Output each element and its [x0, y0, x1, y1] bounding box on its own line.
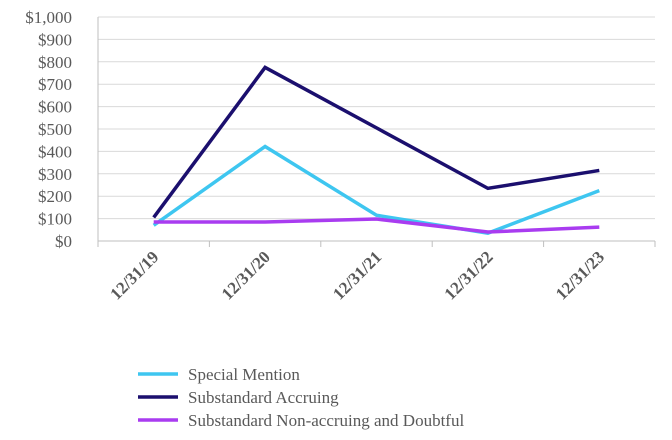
- legend: Special Mention Substandard Accruing Subst…: [138, 365, 464, 430]
- y-tick-labels: $0 $100 $200 $300 $400 $500 $600 $700 $800 $900 $1…: [25, 8, 72, 251]
- legend-label-2: Substandard Non-accruing and Doubtful: [188, 411, 464, 430]
- y-tick-label: $300: [38, 165, 72, 184]
- x-tick-labels: 12/31/19 12/31/20 12/31/21 12/31/22 12/31/23: [106, 247, 608, 303]
- y-tick-label: $800: [38, 53, 72, 72]
- series-line-1: [152, 65, 600, 219]
- x-tick-label: 12/31/22: [441, 247, 497, 303]
- y-tick-label: $900: [38, 30, 72, 49]
- x-tick-label: 12/31/20: [218, 247, 274, 303]
- axes: [97, 17, 656, 247]
- y-tick-label: $400: [38, 142, 72, 161]
- legend-label-0: Special Mention: [188, 365, 300, 384]
- y-tick-label: $700: [38, 75, 72, 94]
- y-tick-label: $600: [38, 98, 72, 117]
- y-tick-label: $1,000: [25, 8, 72, 27]
- series-lines: [152, 65, 600, 235]
- series-line-2: [153, 217, 600, 234]
- y-tick-label: $500: [38, 120, 72, 139]
- y-tick-label: $100: [38, 210, 72, 229]
- legend-label-1: Substandard Accruing: [188, 388, 339, 407]
- gridlines: [98, 16, 655, 220]
- series-line-0: [152, 144, 600, 235]
- x-tick-label: 12/31/23: [552, 247, 608, 303]
- y-tick-label: $0: [55, 232, 72, 251]
- x-tick-label: 12/31/21: [329, 247, 385, 303]
- y-tick-label: $200: [38, 187, 72, 206]
- x-tick-label: 12/31/19: [106, 247, 162, 303]
